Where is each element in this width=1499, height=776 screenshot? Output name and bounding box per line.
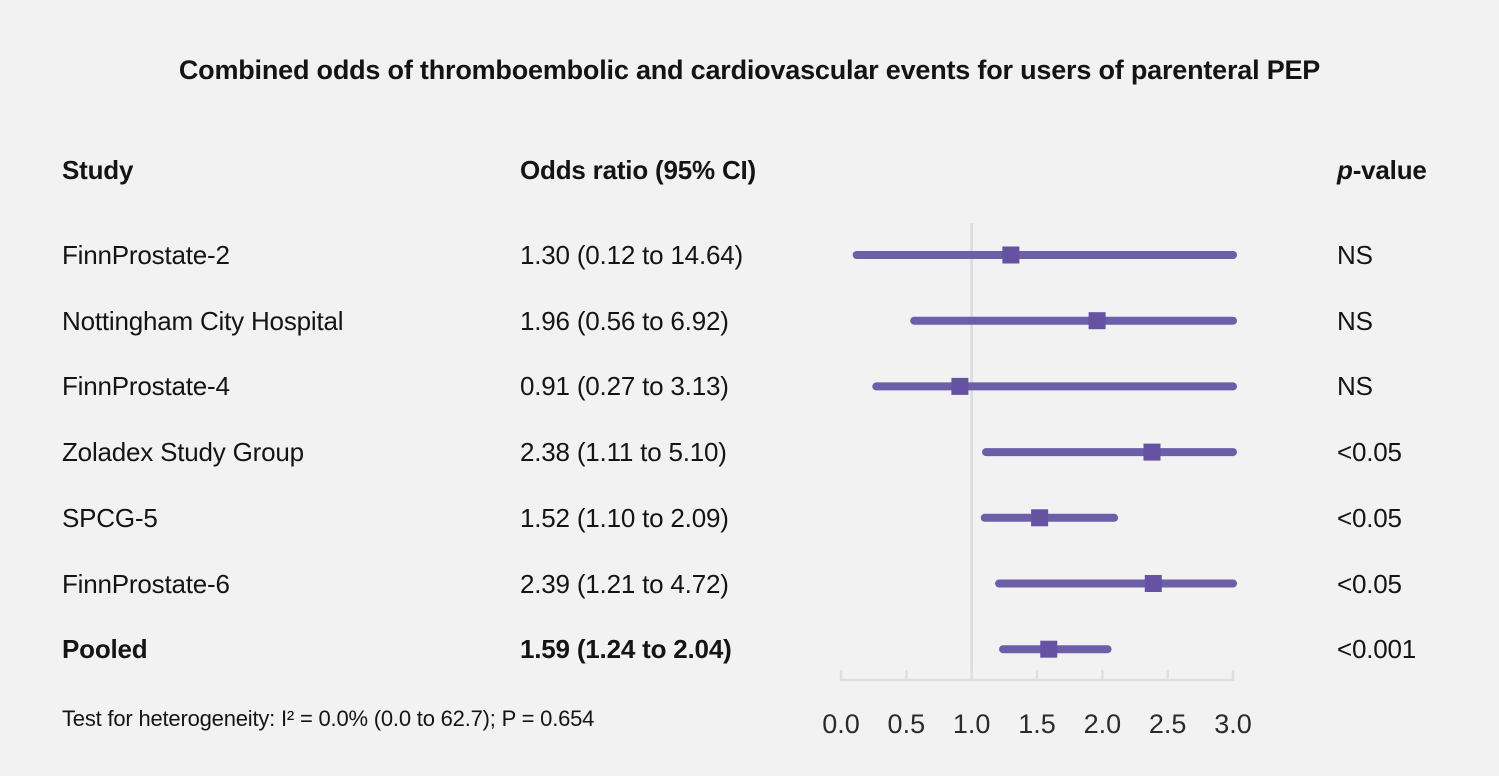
column-header-p-value: p-value — [1337, 153, 1427, 187]
axis-tick-label: 0.5 — [888, 709, 926, 739]
odds-ratio-marker — [951, 377, 969, 395]
study-name: Pooled — [62, 634, 148, 665]
axis-tick-label: 2.0 — [1084, 709, 1122, 739]
study-name: FinnProstate-2 — [62, 240, 230, 270]
axis-tick-label: 1.0 — [953, 709, 991, 739]
p-value: NS — [1337, 305, 1373, 336]
odds-ratio-marker — [1143, 443, 1161, 461]
table-row: Nottingham City Hospital 1.96 (0.56 to 6.… — [0, 304, 1499, 338]
p-value: <0.05 — [1337, 568, 1402, 599]
column-header-study: Study — [62, 155, 134, 185]
p-value: <0.05 — [1337, 502, 1402, 533]
odds-ratio-marker — [1031, 509, 1049, 527]
odds-ratio-value: 1.30 (0.12 to 14.64) — [520, 240, 743, 270]
table-row: SPCG-5 1.52 (1.10 to 2.09) <0.05 — [0, 501, 1499, 535]
odds-ratio-value: 1.52 (1.10 to 2.09) — [520, 502, 729, 533]
table-row: FinnProstate-6 2.39 (1.21 to 4.72) <0.05 — [0, 567, 1499, 601]
axis-tick-label: 3.0 — [1214, 709, 1252, 739]
odds-ratio-value: 1.96 (0.56 to 6.92) — [520, 305, 729, 336]
p-value: NS — [1337, 240, 1373, 270]
table-row: FinnProstate-4 0.91 (0.27 to 3.13) NS — [0, 369, 1499, 403]
chart-title: Combined odds of thromboembolic and card… — [178, 55, 1321, 85]
heterogeneity-note: Test for heterogeneity: I² = 0.0% (0.0 t… — [62, 706, 595, 731]
column-header-odds-ratio: Odds ratio (95% CI) — [520, 155, 757, 185]
odds-ratio-value: 1.59 (1.24 to 2.04) — [520, 634, 732, 665]
odds-ratio-marker — [1088, 312, 1106, 330]
axis-tick-label: 2.5 — [1149, 709, 1187, 739]
study-name: Zoladex Study Group — [62, 437, 304, 468]
study-name: FinnProstate-4 — [62, 371, 230, 402]
study-name: FinnProstate-6 — [62, 568, 230, 599]
table-row: Pooled 1.59 (1.24 to 2.04) <0.001 — [0, 632, 1499, 666]
study-name: SPCG-5 — [62, 502, 158, 533]
odds-ratio-marker — [1002, 246, 1020, 264]
odds-ratio-marker — [1040, 640, 1058, 658]
odds-ratio-value: 0.91 (0.27 to 3.13) — [520, 371, 729, 402]
axis-tick-label: 1.5 — [1018, 709, 1056, 739]
axis-tick-label: 0.0 — [822, 709, 860, 739]
p-value: <0.05 — [1337, 437, 1402, 468]
p-value-header-italic-p: p — [1337, 155, 1353, 185]
p-value-header-rest: -value — [1352, 155, 1427, 185]
study-name: Nottingham City Hospital — [62, 305, 344, 336]
p-value: NS — [1337, 371, 1373, 402]
table-row: Zoladex Study Group 2.38 (1.11 to 5.10) <0… — [0, 435, 1499, 469]
odds-ratio-value: 2.39 (1.21 to 4.72) — [520, 568, 729, 599]
odds-ratio-marker — [1144, 575, 1162, 592]
odds-ratio-value: 2.38 (1.11 to 5.10) — [520, 437, 727, 468]
p-value: <0.001 — [1337, 634, 1417, 665]
table-row: FinnProstate-2 1.30 (0.12 to 14.64) NS — [0, 238, 1499, 272]
